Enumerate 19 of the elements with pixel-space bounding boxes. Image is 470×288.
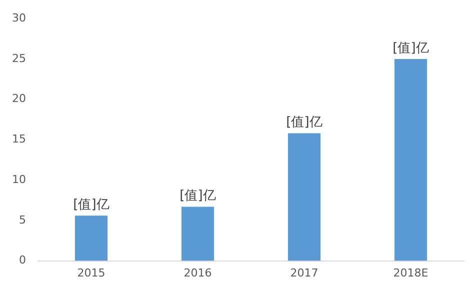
data-label: [值]亿 [286,115,322,130]
y-tick-label: 20 [12,92,26,106]
y-tick-label: 5 [18,213,26,226]
y-tick-label: 30 [12,11,26,24]
bar [288,133,321,261]
y-tick-label: 15 [12,132,26,146]
x-tick-label: 2016 [184,266,212,280]
bar [394,58,428,261]
data-label: [值]亿 [392,40,429,56]
data-label: [值]亿 [180,188,216,204]
y-tick-label: 25 [12,52,26,65]
bar [74,216,108,261]
data-label: [值]亿 [73,197,110,212]
bar [181,206,214,261]
x-tick-label: 2017 [290,266,318,280]
y-tick-label: 0 [18,254,26,267]
y-tick-label: 10 [12,172,26,186]
x-tick-label: 2018E [393,266,428,280]
x-tick-label: 2015 [77,266,106,280]
